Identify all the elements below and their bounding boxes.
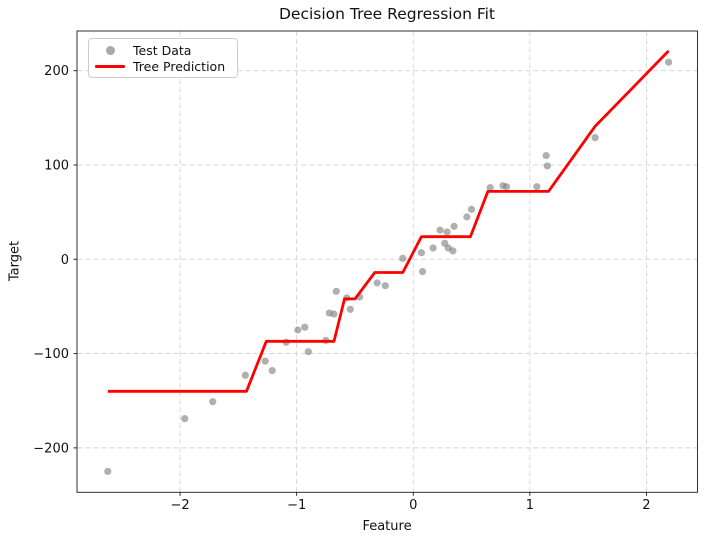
legend-label-tree-prediction: Tree Prediction: [133, 58, 226, 74]
chart-title: Decision Tree Regression Fit: [278, 5, 496, 23]
data-point: [373, 279, 381, 287]
y-tick-label: 100: [44, 158, 69, 173]
data-point: [449, 247, 457, 255]
data-point: [104, 467, 112, 476]
x-tick-label: −2: [170, 498, 189, 513]
data-point: [467, 205, 476, 213]
data-point: [543, 162, 551, 170]
line-marker-icon: [95, 64, 125, 68]
data-point: [502, 183, 511, 191]
data-point: [418, 267, 427, 276]
data-point: [301, 323, 309, 331]
data-point: [486, 184, 494, 192]
data-point: [381, 282, 389, 290]
x-tick-label: 1: [526, 498, 534, 513]
y-tick-label: −100: [33, 347, 69, 362]
x-tick-label: 0: [409, 498, 417, 513]
legend-item-test-data: Test Data: [93, 42, 231, 58]
data-point: [181, 415, 189, 423]
data-point: [417, 249, 426, 257]
legend-item-tree-prediction: Tree Prediction: [93, 58, 231, 74]
data-point: [542, 151, 550, 160]
data-point: [664, 58, 673, 66]
data-point: [332, 287, 340, 295]
legend-marker-col: [93, 45, 127, 55]
x-tick-label: 2: [642, 498, 650, 513]
data-point: [294, 326, 302, 334]
scatter-marker-icon: [105, 45, 115, 55]
data-point: [241, 371, 249, 379]
data-point: [268, 366, 276, 375]
axes-spines: [76, 30, 698, 493]
data-point: [463, 213, 471, 221]
y-tick-label: 0: [61, 253, 69, 268]
y-tick-label: 200: [44, 64, 69, 79]
data-point: [436, 226, 444, 234]
y-tick-label: −200: [33, 441, 69, 456]
data-point: [330, 310, 338, 318]
data-point: [346, 305, 354, 313]
x-axis-label: Feature: [362, 519, 412, 534]
data-point: [209, 398, 217, 406]
legend-marker-col: [93, 64, 127, 68]
data-point: [429, 244, 437, 252]
x-tick-label: −1: [287, 498, 306, 513]
prediction-line: [107, 49, 670, 393]
legend: Test Data Tree Prediction: [88, 38, 238, 78]
data-point: [261, 357, 269, 365]
data-point: [591, 134, 599, 142]
data-point: [443, 228, 451, 236]
data-point: [399, 254, 407, 262]
data-point: [450, 222, 458, 230]
data-point: [533, 183, 541, 191]
data-point: [304, 348, 312, 356]
legend-label-test-data: Test Data: [133, 42, 192, 58]
